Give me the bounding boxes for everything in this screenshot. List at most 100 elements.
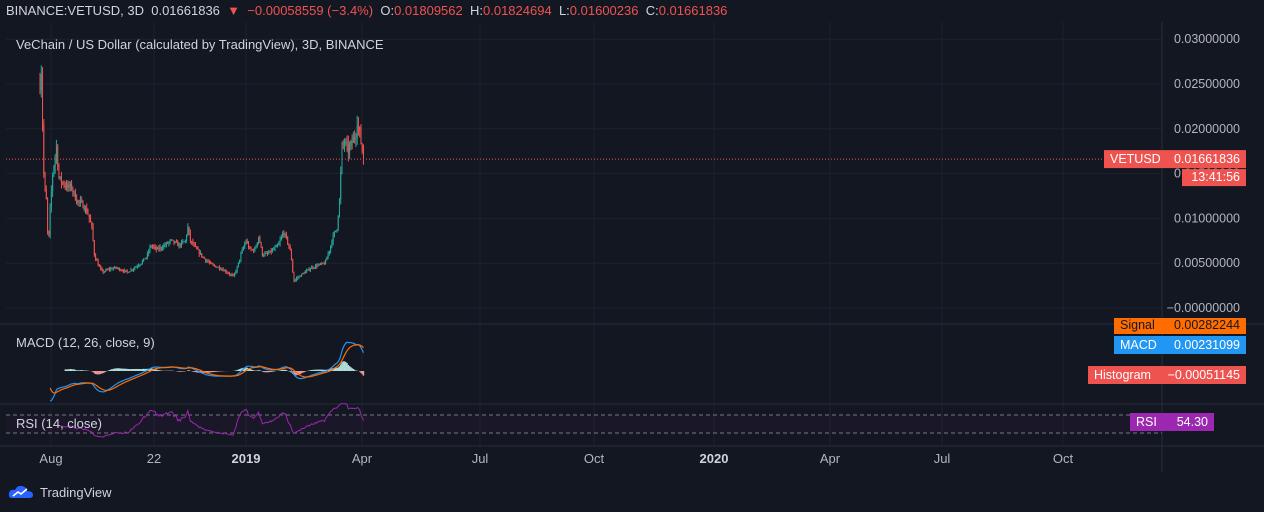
candle-body bbox=[355, 138, 357, 140]
candle-body bbox=[250, 248, 252, 250]
candle-body bbox=[307, 269, 309, 271]
candle-body bbox=[213, 264, 215, 266]
candle-body bbox=[274, 247, 276, 250]
candle-body bbox=[285, 233, 287, 237]
rsi-tag-bg bbox=[1130, 413, 1214, 431]
candle-body bbox=[327, 253, 329, 258]
candle-body bbox=[55, 146, 57, 157]
candle-body bbox=[357, 125, 359, 127]
candle-body bbox=[116, 267, 118, 269]
candle-body bbox=[151, 246, 153, 248]
candle-body bbox=[154, 246, 156, 248]
candle-body bbox=[133, 268, 135, 270]
candle-body bbox=[47, 199, 49, 231]
candle-body bbox=[96, 259, 98, 261]
candle-body bbox=[320, 263, 322, 265]
time-axis-tick: 2019 bbox=[232, 451, 261, 466]
candle-body bbox=[269, 250, 271, 253]
candle-body bbox=[361, 143, 363, 152]
candle-body bbox=[337, 216, 339, 230]
candle-body bbox=[222, 269, 224, 272]
candle-body bbox=[127, 271, 129, 273]
candle-body bbox=[175, 241, 177, 243]
signal-tag: Signal 0.00282244 bbox=[1114, 318, 1246, 334]
candle-body bbox=[259, 236, 261, 243]
candle-body bbox=[331, 242, 333, 246]
candle-body bbox=[326, 257, 328, 261]
candle-body bbox=[174, 241, 176, 243]
candle-body bbox=[105, 269, 107, 272]
candle-body bbox=[149, 246, 151, 252]
candle-body bbox=[362, 145, 364, 160]
candle-body bbox=[119, 268, 121, 271]
candle-body bbox=[97, 260, 99, 266]
candle-body bbox=[350, 141, 352, 147]
candle-body bbox=[335, 230, 337, 232]
candle-body bbox=[164, 245, 166, 247]
candle-body bbox=[117, 268, 119, 270]
price-axis-tick: −0.00000000 bbox=[1167, 301, 1240, 315]
candle-body bbox=[302, 273, 304, 275]
candle-body bbox=[92, 225, 94, 241]
candle-body bbox=[93, 240, 95, 256]
countdown-tag-bg bbox=[1182, 169, 1246, 187]
candle-body bbox=[347, 143, 349, 154]
candle-body bbox=[39, 84, 41, 91]
candle-body bbox=[168, 241, 170, 244]
candle-body bbox=[135, 266, 137, 268]
candle-body bbox=[212, 264, 214, 266]
candle-body bbox=[207, 260, 209, 262]
candle-body bbox=[148, 251, 150, 254]
candle-body bbox=[197, 248, 199, 250]
candle-body bbox=[193, 244, 195, 246]
candle-body bbox=[165, 242, 167, 246]
candle-body bbox=[313, 267, 315, 269]
candle-body bbox=[205, 258, 207, 262]
chart-frame[interactable]: VeChain / US Dollar (calculated by Tradi… bbox=[0, 22, 1264, 474]
candle-body bbox=[249, 247, 251, 249]
tradingview-cloud-icon bbox=[8, 485, 34, 498]
tradingview-brand: TradingView bbox=[40, 484, 112, 500]
candle-body bbox=[360, 130, 362, 144]
candle-body bbox=[237, 262, 239, 267]
price-axis-tick: 0.03000000 bbox=[1174, 32, 1240, 46]
candle-body bbox=[130, 269, 132, 272]
candle-body bbox=[184, 240, 186, 242]
candle-body bbox=[107, 268, 109, 270]
macd-line bbox=[49, 341, 365, 402]
candle-body bbox=[49, 206, 51, 235]
price-axis-tick: 0.02500000 bbox=[1174, 77, 1240, 91]
candle-body bbox=[341, 143, 343, 172]
price-chart[interactable]: VeChain / US Dollar (calculated by Tradi… bbox=[0, 22, 1264, 474]
tradingview-logo[interactable]: TradingView bbox=[8, 484, 112, 500]
candle-body bbox=[299, 276, 301, 278]
candle-body bbox=[344, 143, 346, 145]
candle-body bbox=[242, 247, 244, 250]
candle-body bbox=[293, 272, 295, 282]
candle-body bbox=[194, 244, 196, 247]
candle-body bbox=[254, 248, 256, 252]
candle-body bbox=[87, 213, 89, 215]
candle-body bbox=[72, 188, 74, 192]
candle-body bbox=[63, 182, 65, 186]
candle-body bbox=[73, 191, 75, 193]
candle-body bbox=[311, 267, 313, 269]
time-axis-tick: Jul bbox=[934, 451, 951, 466]
candle-body bbox=[351, 141, 353, 143]
candle-body bbox=[308, 269, 310, 271]
candle-body bbox=[292, 259, 294, 273]
countdown-tag-value: 13:41:56 bbox=[1191, 170, 1240, 184]
candle-body bbox=[138, 265, 140, 267]
macd-tag: MACD 0.00231099 bbox=[1114, 336, 1246, 354]
symbol-name[interactable]: BINANCE:VETUSD, 3D bbox=[6, 3, 144, 18]
histogram-tag-label: Histogram bbox=[1094, 368, 1151, 382]
candle-body bbox=[157, 247, 159, 250]
candle-body bbox=[155, 246, 157, 250]
rsi-tag: RSI 54.30 bbox=[1130, 413, 1214, 431]
candle-body bbox=[321, 262, 323, 265]
candle-body bbox=[187, 226, 189, 236]
candle-body bbox=[221, 269, 223, 271]
candle-body bbox=[103, 271, 105, 273]
candle-body bbox=[251, 249, 253, 251]
time-axis-tick: Apr bbox=[352, 451, 373, 466]
